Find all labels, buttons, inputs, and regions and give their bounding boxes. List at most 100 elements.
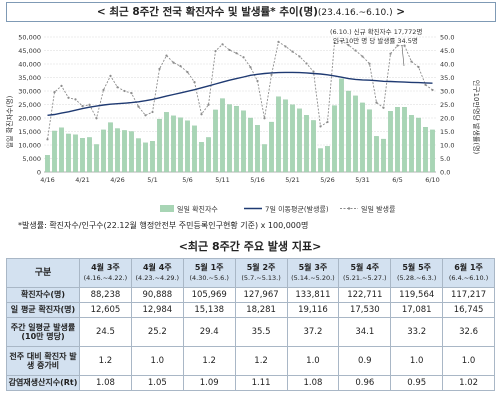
table-cell: 1.09 [182, 375, 236, 391]
daily-incidence-point [396, 44, 399, 47]
table-cell: 1.08 [79, 375, 132, 391]
daily-cases-bar [80, 138, 85, 173]
y-tick-left: 50,000 [18, 33, 41, 41]
daily-incidence-point [137, 105, 140, 108]
daily-incidence-point [305, 62, 308, 65]
table-cell: 17,081 [390, 302, 444, 318]
daily-cases-bar [171, 115, 176, 173]
table-cell: 1.08 [286, 375, 340, 391]
daily-incidence-point [263, 117, 266, 120]
y-tick-left: 10,000 [18, 141, 41, 149]
table-cell: 105,969 [182, 287, 236, 303]
daily-incidence-point [46, 138, 49, 141]
daily-incidence-point [242, 56, 245, 59]
daily-cases-bar [115, 128, 120, 173]
y-tick-left: 15,000 [18, 128, 41, 136]
x-tick-label: 5/26 [320, 176, 335, 184]
x-tick-label: 6/5 [392, 176, 402, 184]
y-tick-right: 45.0 [440, 47, 454, 55]
daily-cases-bar [325, 146, 330, 173]
daily-incidence-point [389, 52, 392, 55]
table-cell: 1.05 [130, 375, 184, 391]
daily-incidence-point [228, 48, 231, 52]
table-row: 전주 대비 확진자 발생 증가비 1.2 1.0 1.2 1.2 1.0 0.9… [6, 346, 495, 376]
chart-title-bar: < 최근 8주간 전국 확진자수 및 발생률* 추이(명)(23.4.16.~6… [6, 2, 496, 22]
daily-cases-bar [339, 78, 344, 173]
table-cell: 1.0 [390, 346, 444, 376]
peak-annotation: (6.10.) 신규 확진자수 17,772명 인구10만 명 당 발생률 34… [330, 27, 422, 67]
week-header: 5월 1주 (4.30.~5.6.) [182, 258, 236, 288]
daily-incidence-point [179, 65, 182, 68]
x-tick-label: 6/10 [425, 176, 440, 184]
daily-cases-bar [318, 148, 323, 173]
daily-cases-bar [59, 127, 64, 173]
daily-cases-bar [262, 144, 267, 173]
legend-swatch-bar [160, 205, 174, 212]
daily-incidence-point [235, 52, 238, 55]
table-cell: 12,984 [130, 302, 184, 318]
chart-title-end: > [392, 6, 406, 18]
daily-cases-bar [129, 131, 134, 173]
y-tick-left: 35,000 [18, 74, 41, 82]
x-tick-label: 4/26 [110, 176, 125, 184]
left-axis-label: 일일 확진자수(명) [5, 95, 14, 148]
daily-incidence-point [340, 39, 343, 43]
table-cell: 19,116 [286, 302, 340, 318]
table-cell: 1.11 [234, 375, 288, 391]
daily-cases-bar [360, 102, 365, 173]
daily-cases-bar [185, 120, 190, 173]
daily-cases-bar [206, 137, 211, 173]
daily-cases-bar [367, 109, 372, 173]
daily-incidence-point [102, 88, 105, 92]
table-cell: 1.2 [182, 346, 236, 376]
daily-cases-bar [255, 125, 260, 173]
right-axis-label: 인구10만명당 발생률(명) [472, 80, 481, 155]
table-cell: 15,138 [182, 302, 236, 318]
daily-cases-bar [430, 129, 435, 173]
table-cell: 18,281 [234, 302, 288, 318]
daily-cases-bar [269, 121, 274, 173]
daily-cases-bar [108, 122, 113, 173]
daily-incidence-point [424, 83, 427, 86]
daily-incidence-point [186, 71, 189, 74]
daily-incidence-point [172, 61, 175, 64]
table-header-row: 구분 4월 3주 (4.16.~4.22.) 4월 4주 (4.23.~4.29.)… [6, 258, 495, 288]
table-cell: 0.95 [390, 375, 444, 391]
daily-cases-bars [45, 78, 435, 173]
daily-cases-bar [213, 109, 218, 173]
daily-cases-bar [388, 111, 393, 173]
daily-incidence-point [403, 44, 406, 47]
table-cell: 0.9 [338, 346, 392, 376]
y-tick-right: 35.0 [440, 74, 454, 82]
week-header: 5월 3주 (5.14.~5.20.) [286, 258, 340, 288]
annotation-pointer [401, 45, 405, 67]
daily-cases-bar [150, 141, 155, 173]
daily-incidence-point [165, 54, 168, 57]
y-tick-left: 5,000 [22, 155, 41, 163]
daily-incidence-point [95, 117, 98, 120]
table-cell: 1.2 [234, 346, 288, 376]
table-cell: 29.4 [182, 317, 236, 347]
table-cell: 117,217 [442, 287, 495, 303]
daily-incidence-point [375, 101, 378, 104]
table-title: <최근 8주간 주요 발생 지표> [178, 240, 322, 253]
table-row: 일 평균 확진자(명) 12,605 12,984 15,138 18,281 … [6, 302, 495, 318]
y-tick-left: 0 [37, 168, 41, 176]
table-cell: 24.5 [79, 317, 132, 347]
indicator-table: 구분 4월 3주 (4.16.~4.22.) 4월 4주 (4.23.~4.29.)… [6, 258, 495, 391]
table-cell: 12,605 [79, 302, 132, 318]
daily-cases-bar [241, 110, 246, 173]
y-tick-right: 0.0 [440, 168, 450, 176]
daily-incidence-point [109, 74, 112, 77]
table-cell: 16,745 [442, 302, 495, 318]
y-tick-left: 20,000 [18, 114, 41, 122]
daily-incidence-point [298, 55, 301, 58]
daily-cases-bar [136, 138, 141, 173]
y-tick-left: 40,000 [18, 60, 41, 68]
daily-cases-bar [276, 96, 281, 173]
row-label: 일 평균 확진자(명) [6, 302, 80, 318]
daily-incidence-point [319, 125, 322, 128]
table-cell: 1.0 [442, 346, 495, 376]
table-cell: 90,888 [130, 287, 184, 303]
row-label: 감염재생산지수(Rt) [6, 375, 80, 391]
